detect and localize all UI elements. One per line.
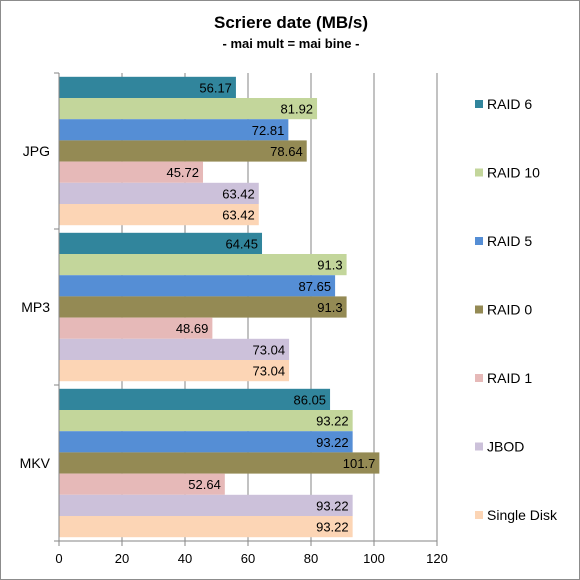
bar-value-label: 73.04	[253, 364, 286, 379]
bar	[59, 516, 353, 538]
bar	[59, 140, 307, 162]
bar	[59, 98, 318, 120]
x-tick-label: 100	[363, 551, 385, 566]
bar-value-label: 93.22	[316, 414, 349, 429]
bar	[59, 76, 236, 98]
bar	[59, 296, 347, 318]
axes: 0 20 40 60 80 100 120 JPG MP3 MKV	[20, 72, 448, 566]
legend-swatch	[475, 305, 483, 314]
bar	[59, 494, 353, 516]
bar-value-label: 93.22	[316, 435, 349, 450]
bar	[59, 360, 290, 382]
x-tick-label: 120	[426, 551, 448, 566]
x-tick-label: 60	[241, 551, 255, 566]
bar	[59, 254, 347, 276]
bar-value-label: 48.69	[176, 321, 209, 336]
bar-value-label: 87.65	[299, 279, 332, 294]
legend-swatch	[475, 511, 483, 519]
bar	[59, 317, 213, 339]
bars: 56.17 81.92 72.81 78.64 45.72 63.42 63.42 64.45…	[59, 76, 380, 538]
bar	[59, 182, 259, 204]
bar-value-label: 101.7	[343, 456, 376, 471]
legend-swatch	[475, 237, 483, 245]
bar-value-label: 81.92	[281, 102, 314, 117]
bar	[59, 338, 290, 360]
legend-label: JBOD	[487, 439, 524, 455]
bar-value-label: 93.22	[316, 520, 349, 535]
bar-value-label: 93.22	[316, 498, 349, 513]
bar	[59, 204, 259, 226]
bar-value-label: 63.42	[222, 186, 255, 201]
bar	[59, 410, 353, 432]
legend-label: RAID 1	[487, 370, 532, 386]
x-tick-label: 80	[304, 551, 318, 566]
legend-swatch	[475, 100, 483, 108]
bar	[59, 431, 353, 453]
bar-value-label: 91.3	[317, 258, 342, 273]
bar-value-label: 56.17	[199, 80, 232, 95]
bar	[59, 161, 204, 183]
bar-value-label: 73.04	[253, 342, 286, 357]
bar	[59, 275, 336, 297]
x-tick-label: 20	[115, 551, 129, 566]
legend: RAID 6 RAID 10 RAID 5 RAID 0 RAID 1 JBOD Singl…	[475, 96, 558, 523]
legend-label: RAID 0	[487, 302, 532, 318]
x-tick-label: 40	[178, 551, 192, 566]
bar	[59, 232, 263, 254]
x-tick-label: 0	[55, 551, 62, 566]
legend-swatch	[475, 168, 483, 177]
legend-label: Single Disk	[487, 507, 558, 523]
bar-value-label: 45.72	[166, 165, 199, 180]
bar	[59, 473, 225, 495]
category-label: MKV	[20, 455, 51, 471]
legend-label: RAID 5	[487, 233, 532, 249]
legend-swatch	[475, 442, 483, 451]
legend-swatch	[475, 374, 483, 382]
chart-title: Scriere date (MB/s)	[214, 13, 368, 32]
bar	[59, 452, 380, 474]
bar-value-label: 52.64	[188, 477, 221, 492]
bar	[59, 119, 289, 141]
category-label: JPG	[23, 143, 50, 159]
category-label: MP3	[21, 299, 50, 315]
bar-value-label: 63.42	[222, 208, 255, 223]
chart-subtitle: - mai mult = mai bine -	[223, 36, 360, 51]
bar-value-label: 78.64	[270, 144, 303, 159]
bar-value-label: 91.3	[317, 300, 342, 315]
bar	[59, 388, 331, 410]
bar-value-label: 72.81	[252, 123, 285, 138]
bar-value-label: 86.05	[294, 392, 327, 407]
bar-value-label: 64.45	[225, 236, 258, 251]
legend-label: RAID 6	[487, 96, 532, 112]
legend-label: RAID 10	[487, 165, 540, 181]
